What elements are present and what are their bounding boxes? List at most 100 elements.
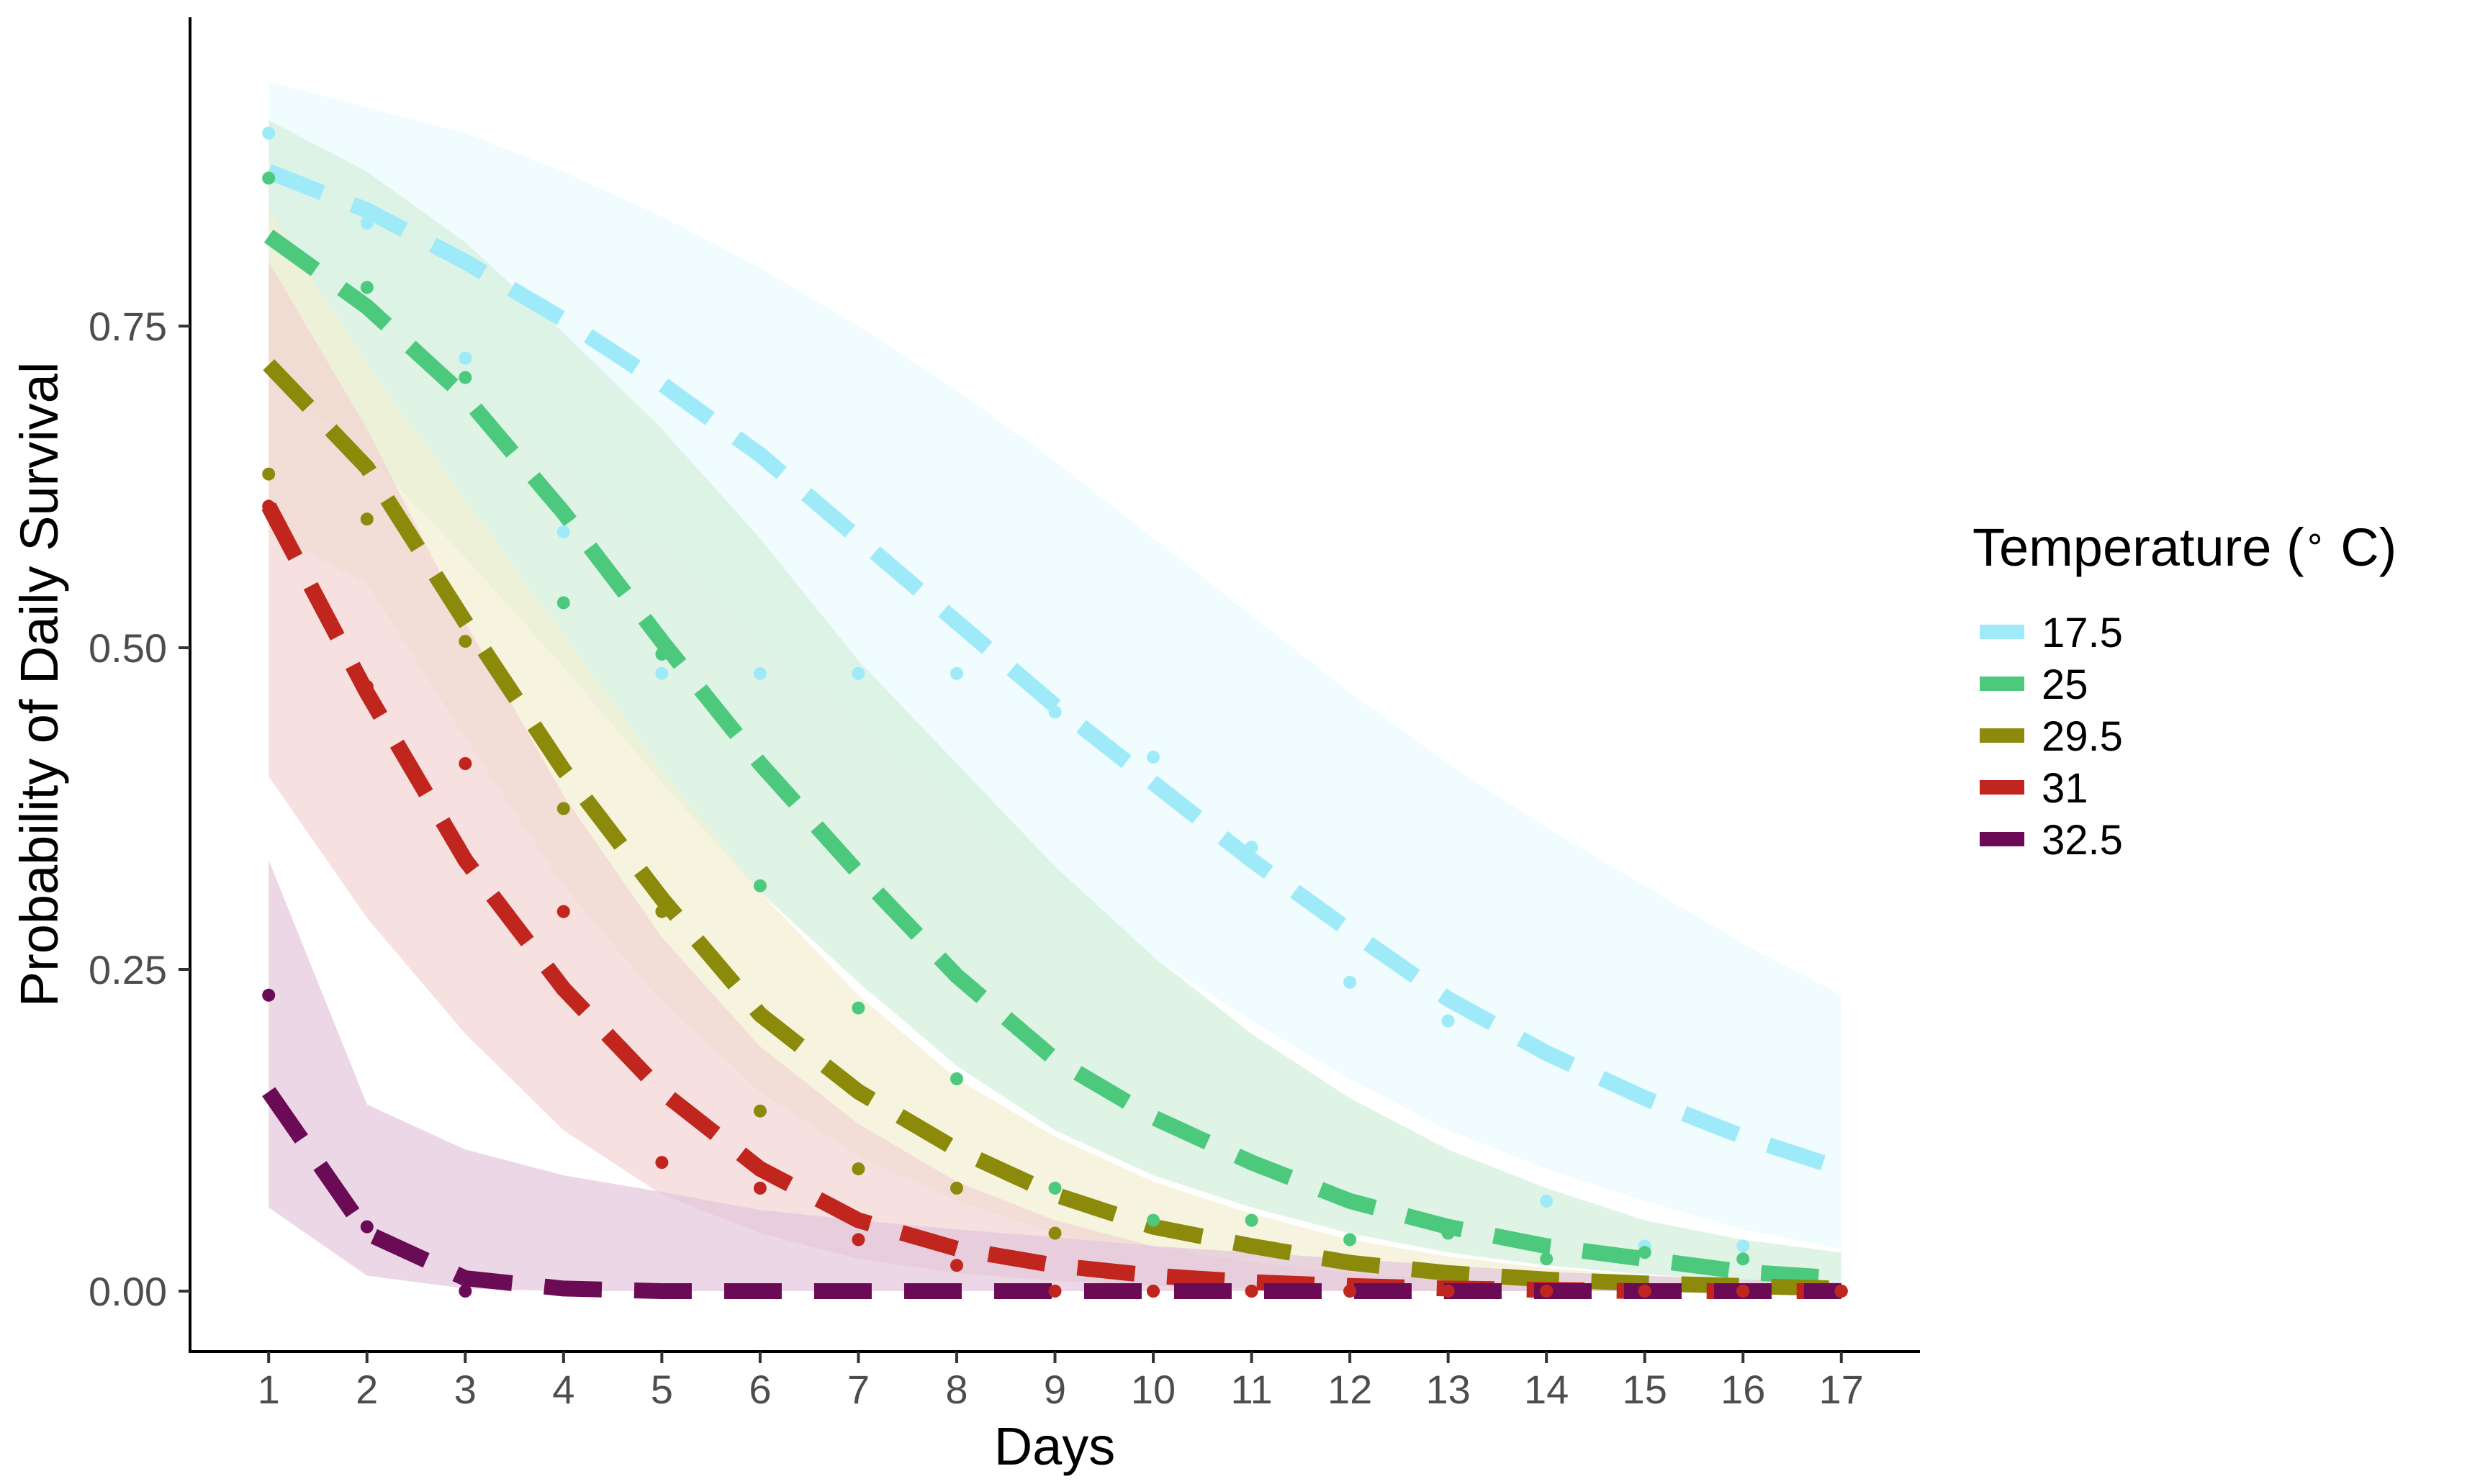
point-29-5-day-2 — [360, 512, 374, 526]
point-25-day-7 — [852, 1001, 865, 1015]
ribbon-32-5 — [269, 860, 1841, 1291]
point-25-day-5 — [655, 648, 669, 661]
y-tick-label: 0.00 — [89, 1269, 167, 1314]
point-17-5-day-4 — [556, 525, 570, 539]
point-25-day-13 — [1441, 1226, 1455, 1240]
point-29-5-day-4 — [556, 802, 570, 815]
legend-label-29-5: 29.5 — [2042, 713, 2123, 760]
point-17-5-day-3 — [459, 351, 472, 365]
legend-title: Temperature (∘ C) — [1972, 517, 2396, 577]
y-tick-label: 0.50 — [89, 625, 167, 671]
point-17-5-day-10 — [1147, 751, 1160, 764]
point-25-day-11 — [1245, 1213, 1258, 1227]
point-31-day-17 — [1834, 1285, 1848, 1298]
point-25-day-9 — [1048, 1181, 1062, 1195]
point-17-5-day-9 — [1048, 705, 1062, 719]
y-tick-label: 0.75 — [89, 304, 167, 349]
point-31-day-13 — [1441, 1285, 1455, 1298]
fitted-line-32-5 — [262, 1087, 1841, 1299]
point-29-5-day-6 — [753, 1104, 767, 1118]
ribbon-25 — [269, 120, 1841, 1285]
y-axis-ticks: 0.00 0.25 0.50 0.75 — [89, 304, 190, 1314]
point-25-day-2 — [360, 281, 374, 294]
point-31-day-12 — [1343, 1285, 1357, 1298]
x-tick-label: 5 — [651, 1367, 673, 1412]
x-tick-label: 10 — [1131, 1367, 1176, 1412]
point-32-5-day-3 — [459, 1285, 472, 1298]
legend-label-17-5: 17.5 — [2042, 610, 2123, 656]
point-25-day-4 — [556, 596, 570, 610]
point-29-5-day-7 — [852, 1162, 865, 1176]
y-tick-label: 0.25 — [89, 947, 167, 992]
ribbon-17-5 — [269, 81, 1841, 1249]
legend-items: 17.5 25 29.5 31 32.5 — [1980, 610, 2123, 864]
point-25-day-15 — [1638, 1246, 1651, 1259]
point-31-day-6 — [753, 1181, 767, 1195]
x-tick-label: 1 — [258, 1367, 280, 1412]
point-31-day-1 — [262, 499, 276, 513]
point-25-day-1 — [262, 171, 276, 185]
x-tick-label: 15 — [1623, 1367, 1667, 1412]
point-25-day-14 — [1540, 1252, 1554, 1266]
legend-label-25: 25 — [2042, 661, 2088, 708]
point-25-day-16 — [1736, 1252, 1750, 1266]
point-29-5-day-9 — [1048, 1226, 1062, 1240]
x-tick-label: 12 — [1327, 1367, 1372, 1412]
point-31-day-2 — [360, 679, 374, 693]
point-25-day-6 — [753, 879, 767, 892]
x-tick-label: 3 — [454, 1367, 477, 1412]
point-31-day-4 — [556, 905, 570, 918]
point-29-5-day-8 — [950, 1181, 963, 1195]
confidence-ribbons — [269, 81, 1841, 1292]
x-axis-ticks: 1 2 3 4 5 6 7 8 9 10 11 12 13 14 15 16 17 — [258, 1352, 1864, 1412]
point-31-day-15 — [1638, 1285, 1651, 1298]
x-tick-label: 7 — [847, 1367, 870, 1412]
x-tick-label: 2 — [356, 1367, 378, 1412]
point-17-5-day-14 — [1540, 1194, 1554, 1208]
x-tick-label: 14 — [1524, 1367, 1569, 1412]
point-17-5-day-6 — [753, 666, 767, 680]
point-31-day-9 — [1048, 1285, 1062, 1298]
point-25-day-12 — [1343, 1233, 1357, 1247]
point-17-5-day-1 — [262, 126, 276, 140]
legend: Temperature (∘ C) 17.5 25 29.5 31 32.5 — [1972, 517, 2396, 864]
point-29-5-day-5 — [655, 905, 669, 918]
point-17-5-day-16 — [1736, 1239, 1750, 1253]
x-tick-label: 17 — [1819, 1367, 1864, 1412]
point-17-5-day-11 — [1245, 841, 1258, 854]
point-25-day-3 — [459, 371, 472, 384]
point-31-day-8 — [950, 1259, 963, 1272]
point-31-day-14 — [1540, 1285, 1554, 1298]
point-17-5-day-8 — [950, 666, 963, 680]
point-31-day-7 — [852, 1233, 865, 1247]
point-31-day-3 — [459, 757, 472, 770]
point-25-day-10 — [1147, 1213, 1160, 1227]
point-25-day-8 — [950, 1072, 963, 1085]
point-17-5-day-13 — [1441, 1014, 1455, 1028]
point-31-day-11 — [1245, 1285, 1258, 1298]
point-29-5-day-3 — [459, 635, 472, 648]
point-31-day-5 — [655, 1156, 669, 1169]
point-17-5-day-7 — [852, 666, 865, 680]
x-tick-label: 6 — [749, 1367, 771, 1412]
ribbon-31 — [269, 261, 1841, 1292]
point-17-5-day-12 — [1343, 975, 1357, 989]
ribbon-29-5 — [269, 210, 1841, 1292]
x-tick-label: 4 — [552, 1367, 574, 1412]
y-axis-title: Probability of Daily Survival — [9, 362, 69, 1008]
point-17-5-day-2 — [360, 217, 374, 230]
x-tick-label: 11 — [1230, 1367, 1272, 1412]
legend-label-32-5: 32.5 — [2042, 817, 2123, 864]
x-tick-label: 9 — [1044, 1367, 1066, 1412]
x-tick-label: 16 — [1721, 1367, 1765, 1412]
x-axis-title: Days — [994, 1416, 1116, 1476]
point-32-5-day-1 — [262, 988, 276, 1002]
x-tick-label: 8 — [945, 1367, 968, 1412]
observed-points — [262, 126, 1848, 1298]
x-tick-label: 13 — [1425, 1367, 1470, 1412]
point-31-day-16 — [1736, 1285, 1750, 1298]
point-29-5-day-1 — [262, 467, 276, 481]
point-17-5-day-5 — [655, 666, 669, 680]
point-31-day-10 — [1147, 1285, 1160, 1298]
